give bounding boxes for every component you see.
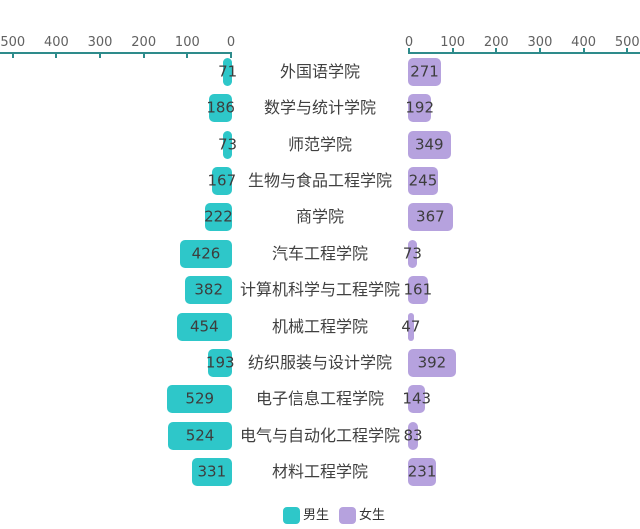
male-bar[interactable] bbox=[223, 58, 232, 86]
male-bar[interactable] bbox=[185, 276, 232, 305]
bar-value-label: 83 bbox=[403, 426, 423, 445]
axis-tick-label: 200 bbox=[131, 35, 157, 50]
bar-value-label: 161 bbox=[403, 280, 433, 299]
male-bar[interactable] bbox=[176, 312, 232, 341]
male-bar[interactable] bbox=[209, 94, 232, 123]
bar-value-label: 193 bbox=[205, 353, 235, 372]
category-label: 材料工程学院 bbox=[271, 461, 368, 481]
bar-value-label: 167 bbox=[207, 171, 237, 190]
female-bar[interactable] bbox=[408, 385, 426, 414]
category-label: 纺织服装与设计学院 bbox=[247, 352, 392, 372]
male-bar[interactable] bbox=[211, 167, 232, 196]
female-bar[interactable] bbox=[408, 421, 419, 450]
bar-value-label: 73 bbox=[402, 244, 422, 263]
legend-item-female[interactable]: 女生 bbox=[339, 507, 385, 524]
bar-value-label: 349 bbox=[414, 135, 444, 154]
male-bar[interactable] bbox=[191, 457, 232, 486]
axis-tick bbox=[186, 54, 189, 58]
axis-tick bbox=[230, 54, 232, 58]
female-bar[interactable] bbox=[408, 239, 417, 268]
axis-tick bbox=[626, 48, 629, 52]
axis-tick-label: 400 bbox=[43, 35, 69, 50]
legend-marker-male bbox=[283, 507, 300, 524]
axis-tick-label: 400 bbox=[571, 35, 597, 50]
bar-value-label: 231 bbox=[407, 462, 437, 481]
female-bar[interactable] bbox=[408, 203, 453, 232]
bar-value-label: 71 bbox=[218, 62, 238, 81]
female-bar[interactable] bbox=[408, 58, 442, 86]
axis-tick-label: 0 bbox=[226, 35, 236, 50]
axis-tick-label: 100 bbox=[440, 35, 466, 50]
axis-tick-label: 300 bbox=[527, 35, 553, 50]
axis-tick bbox=[99, 54, 102, 58]
female-bar[interactable] bbox=[408, 312, 414, 341]
bar-value-label: 426 bbox=[191, 244, 221, 263]
axis-tick-label: 0 bbox=[404, 35, 414, 50]
bar-value-label: 192 bbox=[405, 98, 435, 117]
bar-value-label: 454 bbox=[189, 317, 219, 336]
male-bar[interactable] bbox=[208, 348, 232, 377]
bar-value-label: 382 bbox=[194, 280, 224, 299]
bar-value-label: 529 bbox=[185, 389, 215, 408]
bar-value-label: 73 bbox=[218, 135, 238, 154]
legend: 男生 女生 bbox=[283, 507, 385, 524]
male-bar[interactable] bbox=[223, 130, 232, 159]
axis-tick-label: 200 bbox=[483, 35, 509, 50]
category-label: 生物与食品工程学院 bbox=[247, 171, 392, 191]
female-bar[interactable] bbox=[408, 130, 451, 159]
axis-tick bbox=[582, 48, 585, 52]
category-label: 计算机科学与工程学院 bbox=[239, 280, 400, 300]
bar-value-label: 524 bbox=[185, 426, 215, 445]
legend-label-female: 女生 bbox=[359, 508, 386, 523]
legend-item-male[interactable]: 男生 bbox=[283, 507, 329, 524]
axis-tick-label: 100 bbox=[174, 35, 200, 50]
female-bar[interactable] bbox=[408, 94, 432, 123]
bar-value-label: 367 bbox=[416, 207, 445, 226]
female-bar[interactable] bbox=[408, 167, 438, 196]
male-bar[interactable] bbox=[167, 385, 232, 414]
axis-tick bbox=[451, 48, 454, 52]
female-bar[interactable] bbox=[408, 276, 428, 305]
category-label: 电气与自动化工程学院 bbox=[239, 425, 400, 445]
axis-tick bbox=[538, 48, 541, 52]
male-bar[interactable] bbox=[168, 421, 232, 450]
female-bar[interactable] bbox=[408, 457, 437, 486]
category-label: 外国语学院 bbox=[279, 62, 360, 81]
axis-line-left bbox=[0, 52, 232, 54]
bar-value-label: 392 bbox=[417, 353, 447, 372]
category-label: 机械工程学院 bbox=[271, 316, 368, 336]
axis-tick-label: 500 bbox=[0, 35, 26, 50]
axis-tick bbox=[408, 48, 410, 52]
bar-value-label: 47 bbox=[401, 317, 421, 336]
axis-tick-label: 300 bbox=[87, 35, 113, 50]
bar-value-label: 222 bbox=[204, 207, 233, 226]
axis-tick bbox=[495, 48, 498, 52]
female-bar[interactable] bbox=[408, 348, 456, 377]
bar-value-label: 245 bbox=[408, 171, 438, 190]
bar-value-label: 331 bbox=[197, 462, 227, 481]
axis-tick-label: 500 bbox=[614, 35, 640, 50]
category-label: 师范学院 bbox=[287, 134, 352, 154]
male-bar[interactable] bbox=[180, 239, 232, 268]
legend-label-male: 男生 bbox=[303, 508, 330, 523]
bar-value-label: 186 bbox=[206, 98, 235, 117]
category-label: 电子信息工程学院 bbox=[255, 389, 384, 409]
category-label: 商学院 bbox=[295, 207, 344, 227]
category-label: 汽车工程学院 bbox=[271, 243, 368, 263]
axis-tick bbox=[55, 54, 58, 58]
bar-value-label: 271 bbox=[410, 62, 439, 81]
axis-tick bbox=[11, 54, 14, 58]
axis-line-right bbox=[408, 52, 640, 54]
axis-tick bbox=[142, 54, 145, 58]
male-bar[interactable] bbox=[204, 203, 232, 232]
legend-marker-female bbox=[339, 507, 357, 524]
category-label: 数学与统计学院 bbox=[263, 98, 376, 118]
bar-value-label: 143 bbox=[402, 389, 432, 408]
